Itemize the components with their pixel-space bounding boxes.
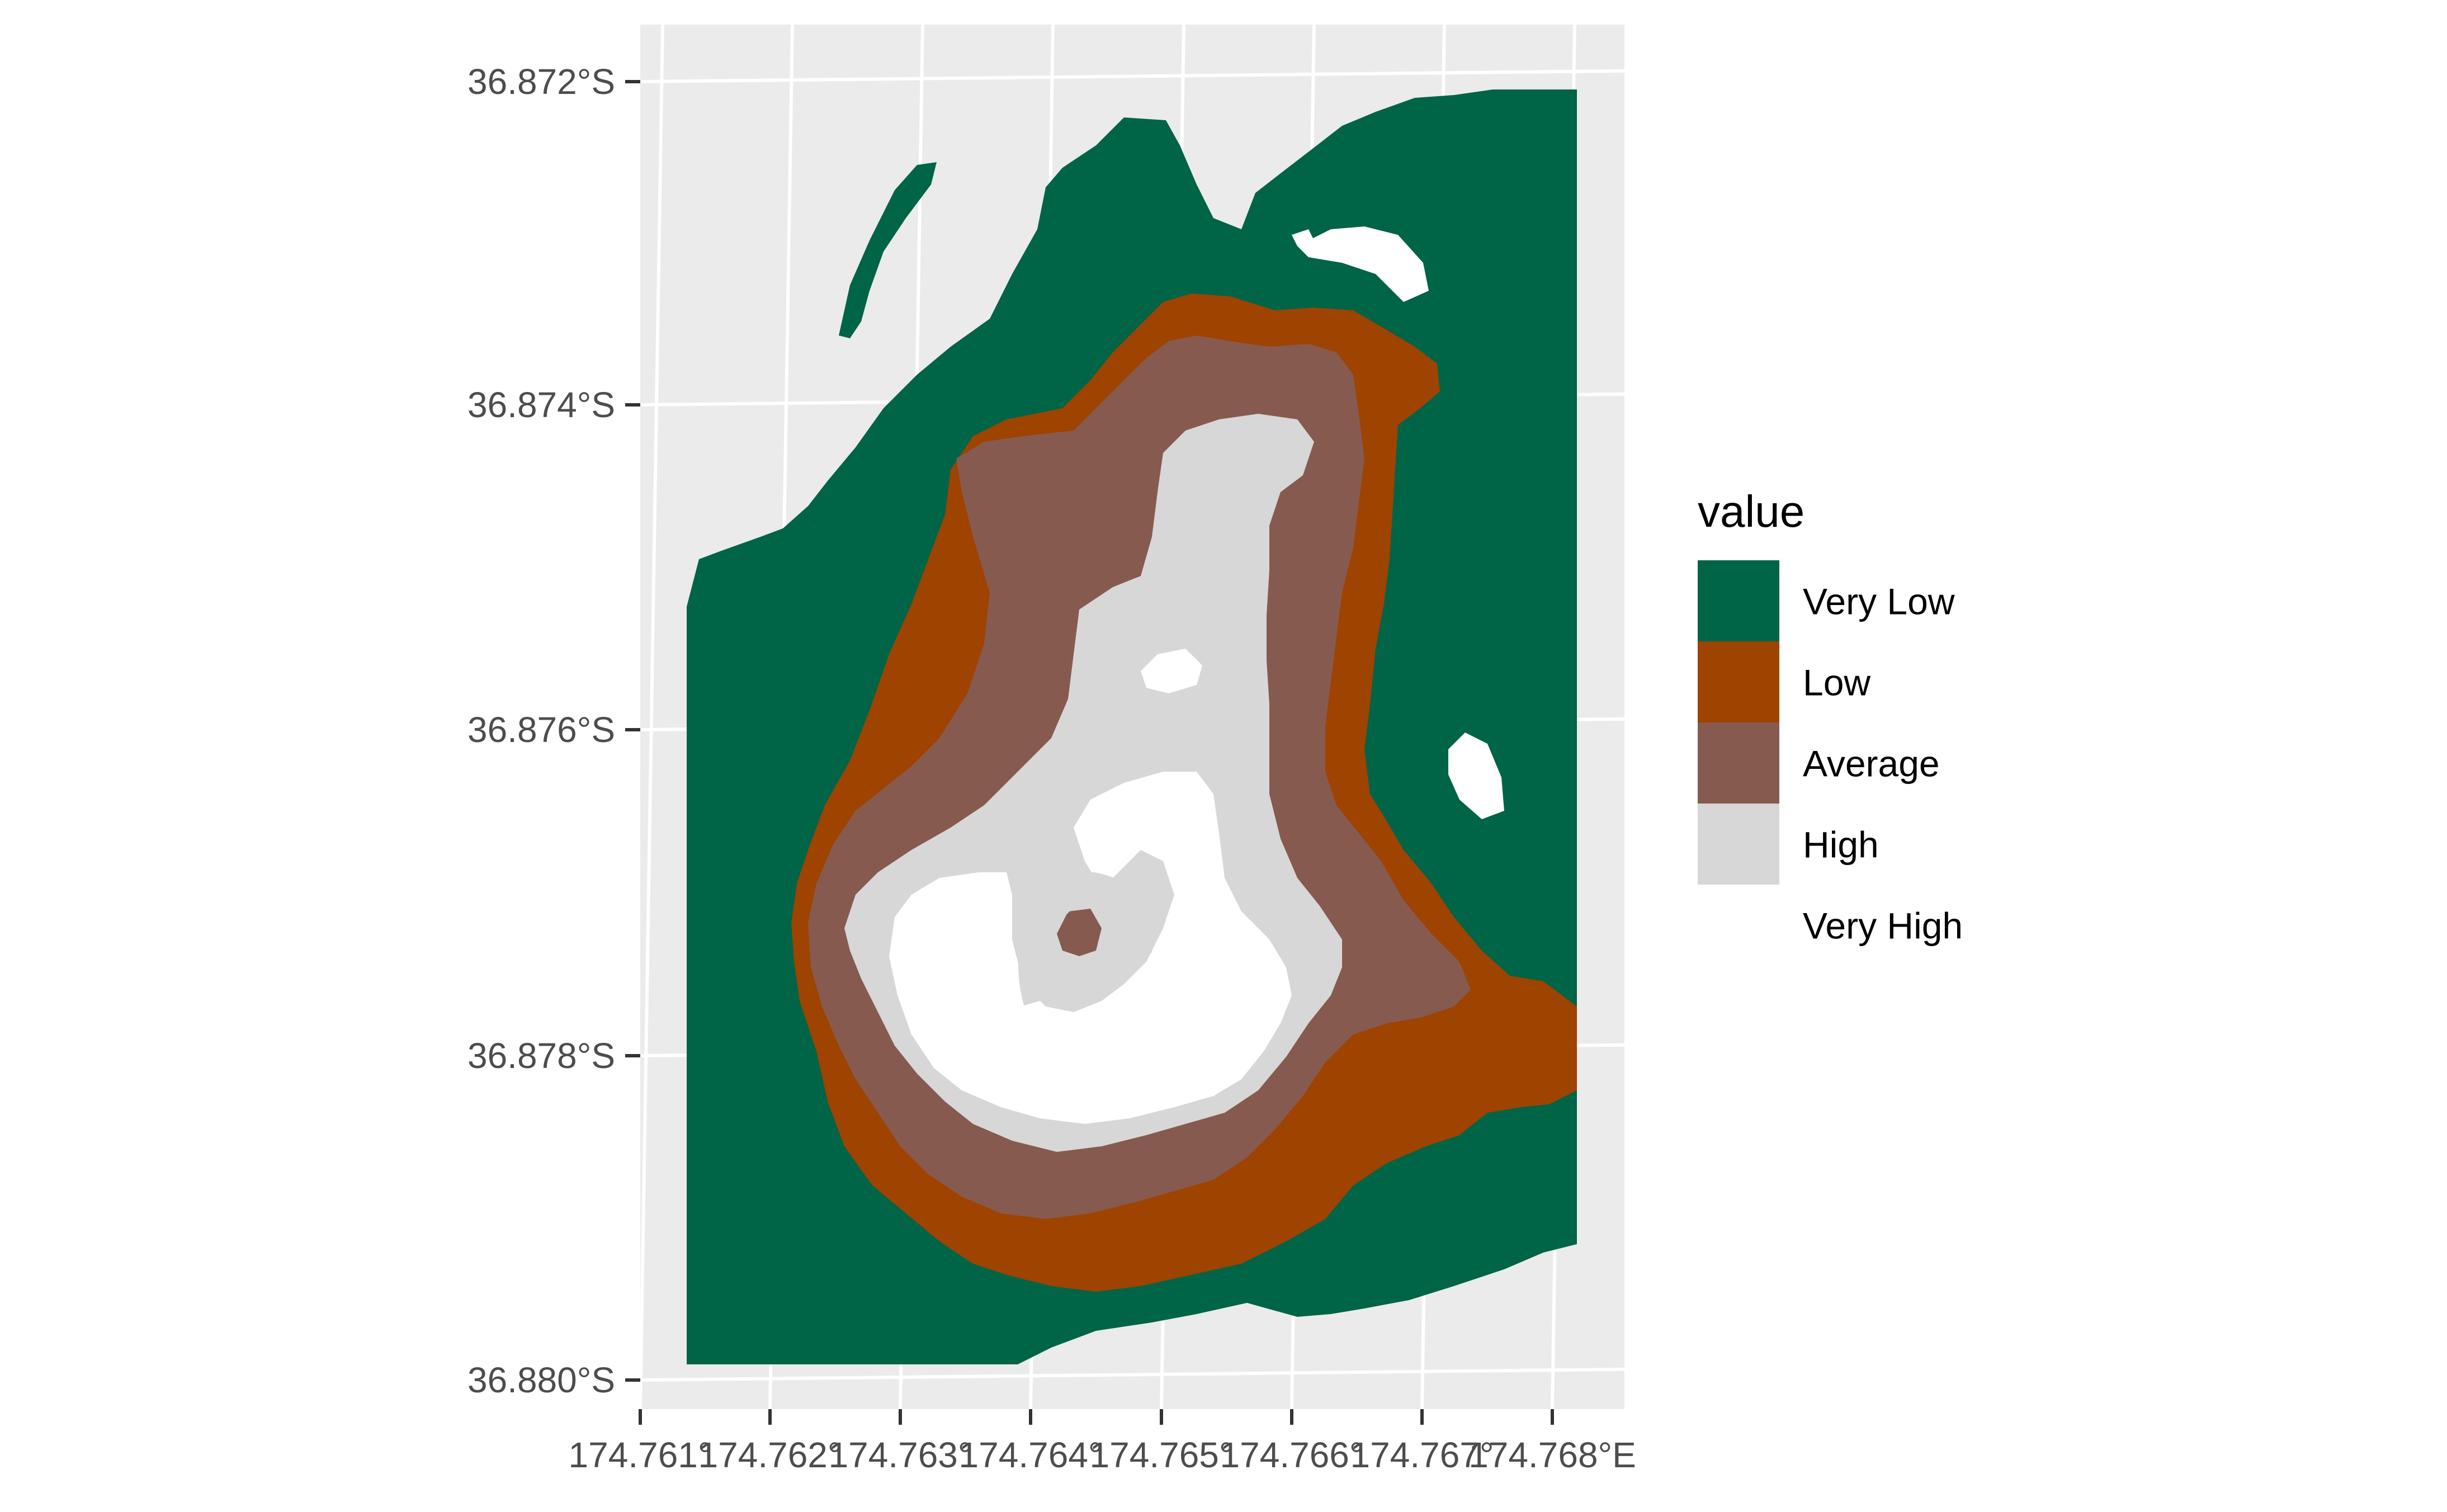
legend-key: [1698, 804, 1779, 885]
graticule-line: [639, 24, 664, 1410]
legend-label: Low: [1803, 662, 1870, 703]
raster-very-low-islet: [839, 162, 937, 338]
raster-hole: [1448, 733, 1504, 819]
raster-hole: [1141, 649, 1202, 693]
y-tick-label: 36.874°S: [467, 385, 615, 425]
raster-high-ring: [1018, 871, 1153, 1006]
legend-label: High: [1803, 824, 1879, 866]
x-tick-label: 174.762°: [698, 1435, 842, 1475]
x-tick-label: 174.767°: [1350, 1435, 1494, 1475]
x-tick-label: 174.768°E: [1468, 1435, 1636, 1475]
axes: 36.872°S 36.874°S 36.876°S 36.878°S 36.880°S…: [467, 62, 1636, 1475]
raster-layer: [687, 89, 1577, 1364]
y-tick-label: 36.880°S: [467, 1360, 615, 1400]
y-tick-label: 36.878°S: [467, 1036, 615, 1076]
x-tick-label: 174.766°: [1220, 1435, 1364, 1475]
legend-label: Very Low: [1803, 581, 1955, 622]
legend-key: [1698, 641, 1779, 722]
x-tick-label: 174.763°: [829, 1435, 972, 1475]
legend-key: [1698, 722, 1779, 804]
legend-label: Average: [1803, 743, 1940, 785]
legend-key: [1698, 885, 1779, 966]
raster-hole: [1292, 229, 1314, 246]
legend: value Very Low Low Average High Very High: [1698, 486, 1963, 966]
raster-very-high: [889, 772, 1292, 1124]
graticule-line: [640, 1367, 1625, 1382]
x-tick-label: 174.765°: [1090, 1435, 1234, 1475]
legend-title: value: [1698, 486, 1804, 536]
y-tick-label: 36.872°S: [467, 62, 615, 102]
x-tick-label: 174.764°: [959, 1435, 1103, 1475]
raster-average-spot: [1057, 909, 1102, 956]
y-tick-label: 36.876°S: [467, 710, 615, 750]
x-tick-label: 174.761°: [569, 1435, 712, 1475]
raster-hole: [1297, 226, 1429, 302]
legend-label: Very High: [1803, 905, 1963, 947]
graticule-line: [640, 69, 1625, 83]
legend-key: [1698, 560, 1779, 641]
